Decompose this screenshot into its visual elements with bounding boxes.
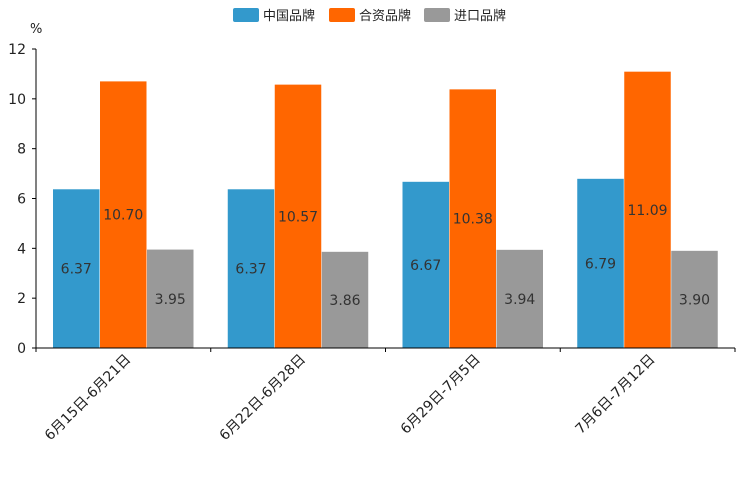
y-tick-label: 12 — [8, 42, 26, 58]
legend-label: 进口品牌 — [454, 8, 506, 24]
data-label: 6.37 — [235, 262, 266, 278]
legend: 中国品牌 合资品牌 进口品牌 — [233, 8, 506, 24]
y-tick-label: 10 — [8, 92, 26, 108]
legend-swatch — [424, 8, 450, 22]
bar — [53, 189, 100, 348]
data-label: 6.67 — [410, 258, 441, 274]
bar — [671, 250, 718, 348]
y-tick-label: 8 — [17, 142, 26, 158]
bar — [402, 181, 449, 348]
bar — [321, 251, 369, 348]
x-axis: 6月15日-6月21日 6月22日-6月28日 6月29日-7月5日 7月6日-7月1… — [35, 347, 736, 444]
y-axis-unit-label: % — [30, 22, 42, 37]
bar — [227, 189, 275, 348]
bar — [100, 81, 147, 349]
data-label: 3.94 — [504, 292, 535, 308]
legend-swatch — [329, 8, 355, 22]
data-label: 3.86 — [329, 293, 360, 309]
bars: 6.37 10.70 3.95 6.37 10.57 3.86 6.67 10.38 3.94 6… — [53, 71, 718, 349]
bar — [274, 84, 322, 349]
data-label: 6.79 — [585, 256, 616, 272]
data-label: 10.70 — [103, 208, 143, 224]
data-label: 10.57 — [278, 209, 318, 225]
data-label: 10.38 — [453, 212, 493, 228]
bar — [577, 178, 624, 348]
data-label: 3.90 — [679, 292, 710, 308]
data-label: 11.09 — [627, 203, 667, 219]
data-label: 6.37 — [61, 262, 92, 278]
bar — [624, 71, 671, 348]
legend-swatch — [233, 8, 259, 22]
data-label: 3.95 — [155, 292, 186, 308]
bar — [496, 249, 543, 348]
x-category-label: 6月15日-6月21日 — [42, 352, 134, 444]
bar — [147, 249, 194, 348]
y-tick-label: 0 — [17, 341, 26, 357]
x-category-label: 6月29日-7月5日 — [398, 352, 484, 438]
legend-label: 合资品牌 — [359, 8, 411, 24]
y-tick-label: 6 — [17, 192, 26, 208]
y-tick-label: 2 — [17, 291, 26, 307]
bar — [449, 89, 496, 349]
y-axis: 0 2 4 6 8 10 12 — [8, 42, 37, 357]
legend-label: 中国品牌 — [263, 8, 315, 24]
x-category-label: 6月22日-6月28日 — [217, 352, 309, 444]
y-tick-label: 4 — [17, 241, 26, 257]
x-category-label: 7月6日-7月12日 — [572, 352, 658, 438]
